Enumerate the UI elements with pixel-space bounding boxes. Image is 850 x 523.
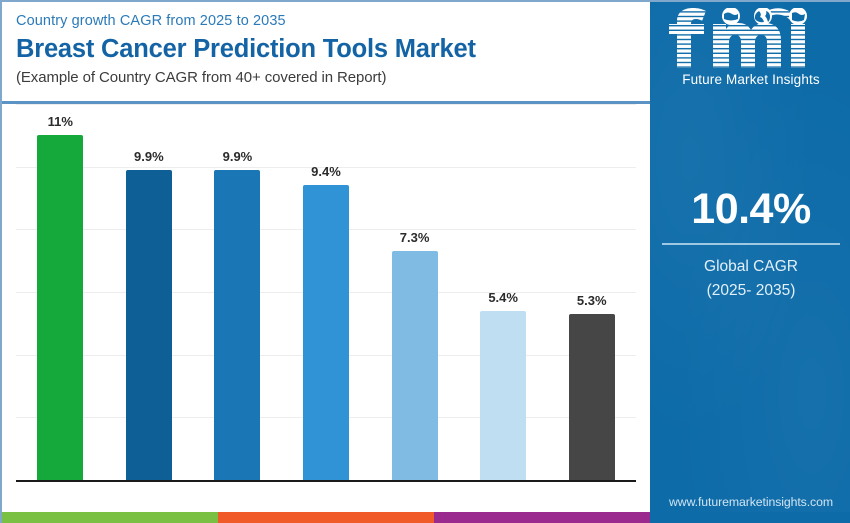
fmi-logomark-icon	[669, 8, 807, 68]
color-strip-orange	[217, 512, 434, 523]
bar-value-label: 11%	[47, 114, 73, 130]
bar-value-label: 9.9%	[134, 148, 164, 164]
bars-container: 11% 9.9% 9.9% 9.4% 7.3% 5.4% 5.3%	[16, 107, 636, 480]
bar-item[interactable]: 7.3%	[391, 107, 438, 480]
bottom-color-strip	[2, 512, 850, 523]
bar-value-label: 5.4%	[488, 289, 518, 305]
bar[interactable]	[125, 169, 172, 480]
header-divider	[2, 101, 650, 104]
globe-icon-1	[722, 8, 740, 25]
bar-value-label: 5.3%	[576, 292, 607, 308]
bar-value-label: 9.9%	[222, 148, 253, 164]
x-axis-line	[16, 480, 636, 482]
bar-value-label: 7.3%	[399, 230, 430, 246]
bar[interactable]	[480, 310, 527, 480]
cagr-label: Global CAGR	[704, 258, 798, 275]
cagr-divider	[662, 243, 840, 245]
globe-icon-2	[754, 8, 772, 25]
fmi-logo[interactable]: Future Market Insights	[650, 8, 850, 94]
bar-item[interactable]: 9.9%	[125, 107, 172, 480]
header: Country growth CAGR from 2025 to 2035 Br…	[2, 2, 650, 102]
bar[interactable]	[568, 313, 615, 480]
plot-area: 11% 9.9% 9.9% 9.4% 7.3% 5.4% 5.3%	[16, 104, 636, 482]
bar[interactable]	[303, 185, 349, 480]
bar[interactable]	[214, 169, 261, 480]
globe-icon-3	[789, 8, 807, 25]
bar-value-label: 9.4%	[311, 164, 341, 180]
logo-tagline: Future Market Insights	[682, 72, 820, 87]
bar-chart: 11%9.9%9.9%9.4%7.3%5.4%5.3% ChinaUSEurop…	[2, 104, 650, 492]
global-cagr-block: 10.4% Global CAGR (2025- 2035)	[650, 184, 850, 303]
gridline	[16, 166, 636, 168]
bar[interactable]	[37, 135, 84, 480]
bar-item[interactable]: 5.3%	[568, 107, 615, 480]
bar-item[interactable]: 9.9%	[214, 107, 261, 480]
bar[interactable]	[391, 251, 438, 480]
bar-item[interactable]: 9.4%	[303, 107, 349, 480]
cagr-period: (2025- 2035)	[706, 282, 796, 299]
cagr-value: 10.4%	[691, 185, 811, 233]
chart-panel: Country growth CAGR from 2025 to 2035 Br…	[2, 2, 650, 523]
website-url[interactable]: www.futuremarketinsights.com	[669, 495, 833, 509]
color-strip-blue	[649, 512, 850, 523]
brand-sidebar: Future Market Insights 10.4% Global CAGR…	[650, 2, 850, 523]
header-kicker: Country growth CAGR from 2025 to 2035	[16, 13, 286, 29]
color-strip-purple	[433, 512, 650, 523]
color-strip-green	[2, 512, 218, 523]
gridline	[16, 104, 636, 105]
bar-item[interactable]: 5.4%	[480, 107, 527, 480]
page-title: Breast Cancer Prediction Tools Market	[16, 35, 476, 63]
header-subtitle: (Example of Country CAGR from 40+ covere…	[16, 69, 387, 86]
bar-item[interactable]: 11%	[37, 107, 84, 480]
